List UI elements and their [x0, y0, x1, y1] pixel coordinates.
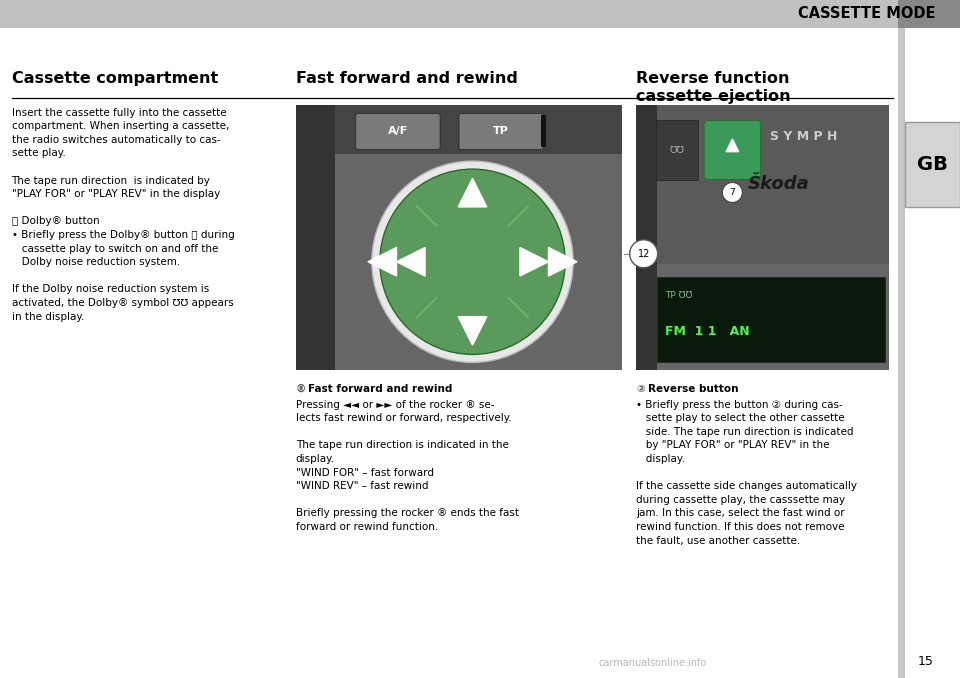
Polygon shape — [548, 247, 577, 276]
Text: • Briefly press the button ② during cas-
   sette play to select the other casse: • Briefly press the button ② during cas-… — [636, 399, 857, 546]
Bar — [898, 28, 905, 678]
Bar — [636, 105, 889, 264]
Polygon shape — [458, 317, 487, 345]
Text: carmanualsonline.info: carmanualsonline.info — [599, 658, 707, 668]
FancyBboxPatch shape — [459, 114, 543, 149]
Bar — [657, 277, 885, 361]
Polygon shape — [368, 247, 396, 276]
Bar — [636, 105, 889, 370]
Text: ℧℧: ℧℧ — [669, 145, 684, 155]
Bar — [335, 105, 622, 154]
Bar — [898, 0, 960, 28]
Bar — [296, 105, 622, 370]
FancyBboxPatch shape — [656, 120, 698, 180]
Polygon shape — [458, 178, 487, 207]
FancyBboxPatch shape — [905, 122, 960, 207]
Text: Cassette compartment: Cassette compartment — [12, 71, 218, 86]
Text: cassette ejection: cassette ejection — [636, 89, 791, 104]
Text: 15: 15 — [917, 655, 933, 668]
Text: Reverse function: Reverse function — [636, 71, 790, 86]
FancyBboxPatch shape — [356, 114, 440, 149]
Text: 12: 12 — [637, 249, 650, 259]
Text: A/F: A/F — [388, 127, 408, 136]
Text: TP: TP — [493, 127, 509, 136]
Text: TP ℧℧: TP ℧℧ — [664, 291, 692, 300]
Bar — [541, 115, 546, 146]
Circle shape — [372, 161, 573, 363]
Polygon shape — [520, 247, 548, 276]
Text: 7: 7 — [730, 188, 735, 197]
Text: Pressing ◄◄ or ►► of the rocker ® se-
lects fast rewind or forward, respectively: Pressing ◄◄ or ►► of the rocker ® se- le… — [296, 399, 518, 532]
Text: ②: ② — [636, 384, 645, 393]
Text: Reverse button: Reverse button — [649, 384, 739, 393]
Bar — [0, 0, 898, 28]
Text: CASSETTE MODE: CASSETTE MODE — [799, 7, 936, 22]
Text: Fast forward and rewind: Fast forward and rewind — [307, 384, 452, 393]
FancyBboxPatch shape — [704, 121, 760, 180]
Circle shape — [722, 182, 742, 203]
Text: ®: ® — [296, 384, 306, 393]
Text: Fast forward and rewind: Fast forward and rewind — [296, 71, 517, 86]
Bar — [636, 105, 657, 370]
Text: Insert the cassette fully into the cassette
compartment. When inserting a casset: Insert the cassette fully into the casse… — [12, 108, 234, 321]
Text: FM  1 1   AN: FM 1 1 AN — [664, 325, 750, 338]
Text: Škoda: Škoda — [748, 176, 809, 193]
Circle shape — [630, 240, 658, 268]
Circle shape — [380, 169, 565, 355]
Text: GB: GB — [917, 155, 948, 174]
Text: S Y M P H: S Y M P H — [770, 130, 837, 143]
Bar — [296, 105, 335, 370]
Polygon shape — [726, 139, 738, 152]
Polygon shape — [396, 247, 425, 276]
